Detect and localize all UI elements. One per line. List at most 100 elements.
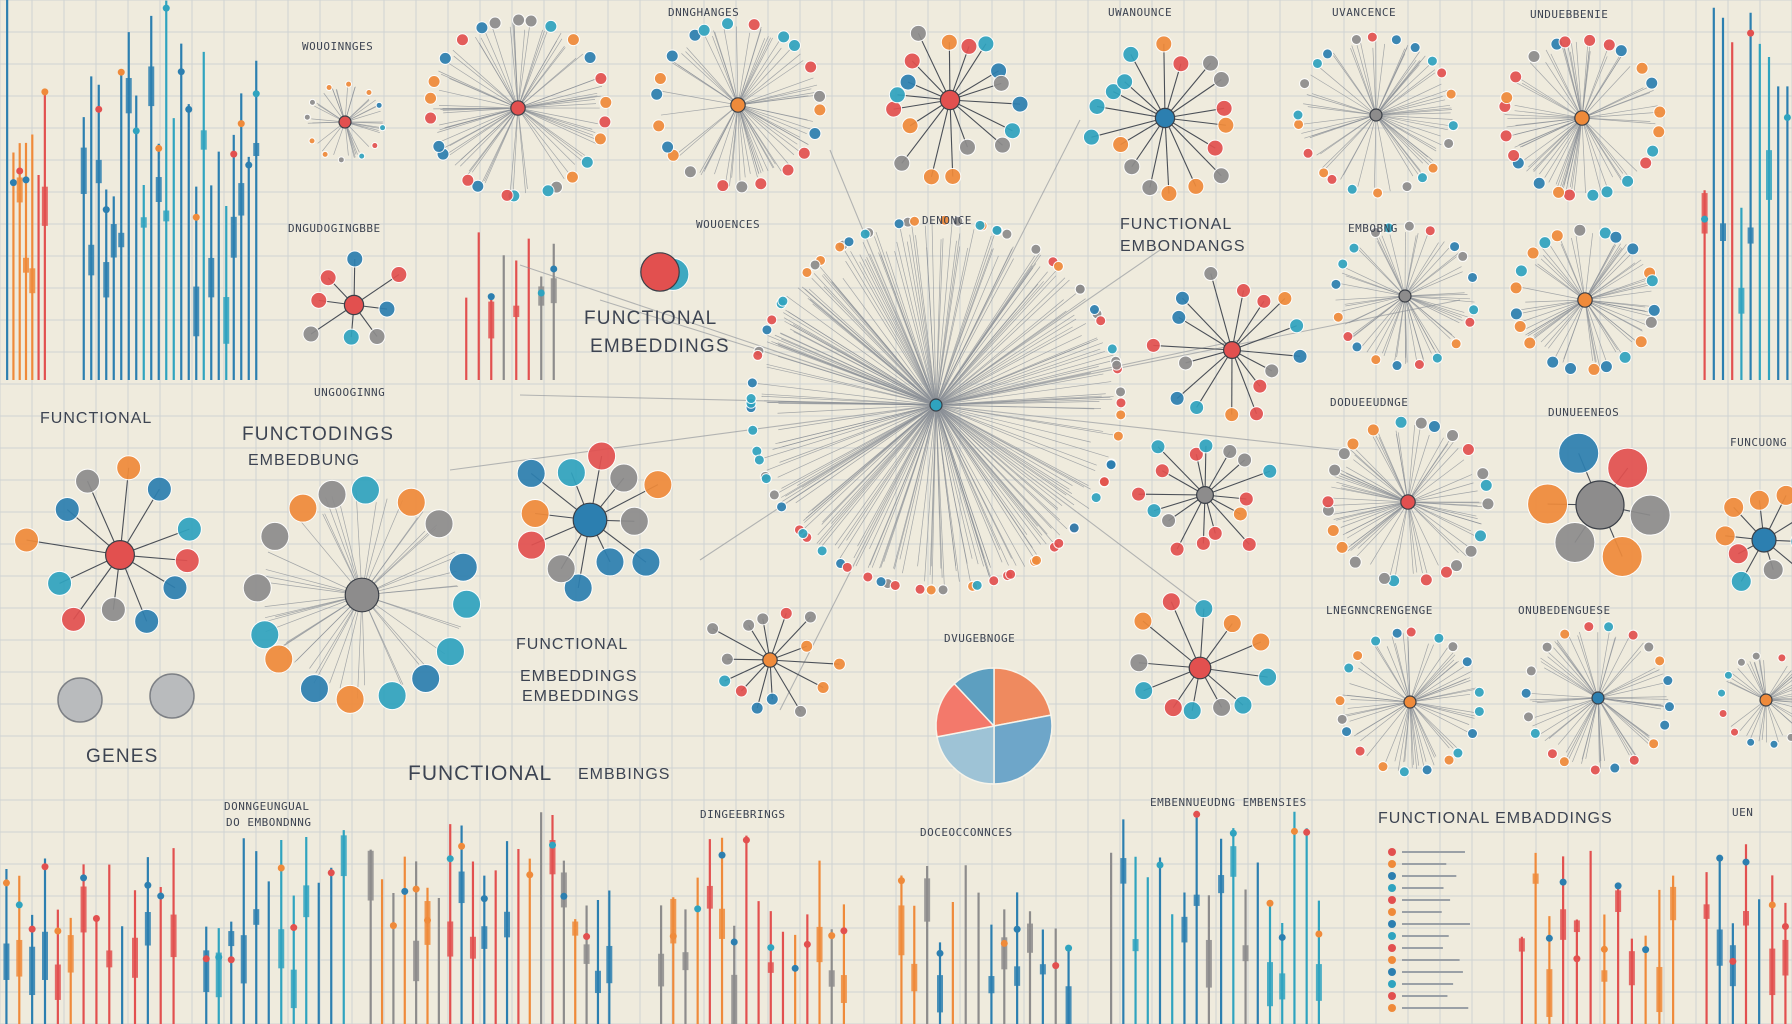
network-node xyxy=(1262,463,1278,479)
spoke-line xyxy=(797,287,937,406)
bar-dot xyxy=(718,851,726,859)
spoke-line xyxy=(1303,103,1377,116)
network-node xyxy=(1509,281,1523,295)
bar-dot xyxy=(41,863,49,871)
spoke-line xyxy=(935,404,1073,486)
bar-segment xyxy=(504,911,511,938)
spoke-line xyxy=(449,78,519,109)
connector-line xyxy=(934,339,1241,406)
spoke-line xyxy=(935,293,1077,406)
spoke-line xyxy=(929,404,937,576)
spoke-line xyxy=(1375,44,1409,116)
bar-segment xyxy=(583,944,590,964)
spoke-line xyxy=(1404,295,1442,356)
spoke-line xyxy=(1375,114,1453,120)
spoke-line xyxy=(1514,117,1583,135)
network-node xyxy=(299,674,329,704)
spoke-line xyxy=(1519,299,1586,315)
network-node xyxy=(1467,271,1479,283)
spoke-line xyxy=(761,395,937,406)
legend-dot xyxy=(1388,860,1396,868)
network-node xyxy=(1654,655,1666,667)
network-node xyxy=(1235,283,1251,299)
network-node xyxy=(901,117,919,135)
spoke-line xyxy=(1514,110,1583,119)
spoke-line xyxy=(1407,501,1459,553)
network-node xyxy=(1419,573,1433,587)
network-node xyxy=(893,154,911,172)
spoke-line xyxy=(935,404,985,567)
spoke-line xyxy=(1581,117,1624,174)
spoke-line xyxy=(1765,693,1792,701)
spoke-line xyxy=(1533,299,1586,336)
network-node xyxy=(803,610,817,624)
spoke-line xyxy=(935,354,1114,406)
spoke-line xyxy=(1404,295,1462,318)
label-top-3: UVANCENCE xyxy=(1332,6,1397,19)
bar-segment xyxy=(898,905,905,956)
spoke-line xyxy=(1540,246,1586,301)
spoke-line xyxy=(931,221,937,406)
network-node xyxy=(1751,651,1761,661)
spoke-line xyxy=(935,395,1102,406)
spoke-line xyxy=(1333,475,1409,503)
legend-dot xyxy=(1388,920,1396,928)
bottom-strip-7 xyxy=(1518,850,1677,1024)
spoke-line xyxy=(935,258,1014,406)
gene-bubbles xyxy=(57,673,195,723)
bar-segment xyxy=(367,850,374,901)
spoke-line xyxy=(935,323,1087,406)
spoke-line xyxy=(1343,114,1377,176)
network-node xyxy=(797,146,811,160)
spoke-line xyxy=(917,404,937,567)
network-node xyxy=(1090,492,1102,504)
network-node xyxy=(1461,656,1473,668)
spoke-line xyxy=(355,490,363,596)
network-node xyxy=(937,584,949,596)
spoke-line xyxy=(513,24,519,109)
edge-line xyxy=(769,659,824,688)
label-left-funcodings-1: FUNCTODINGS xyxy=(242,424,395,445)
spoke-line xyxy=(1375,114,1434,161)
label-left-funcodings-2: EMBEDBUNG xyxy=(248,452,361,469)
bottom-strip-4 xyxy=(658,835,848,1024)
spoke-line xyxy=(1584,243,1621,301)
label-right-small-7: UEN xyxy=(1732,806,1754,819)
network-node xyxy=(721,17,735,31)
spoke-line xyxy=(935,372,1091,406)
spoke-line xyxy=(1361,295,1406,347)
label-left-functional: FUNCTIONAL xyxy=(40,410,153,427)
spoke-line xyxy=(737,32,751,106)
hub-node xyxy=(1575,480,1625,530)
spoke-line xyxy=(1565,697,1599,753)
bar-segment xyxy=(140,217,147,228)
bottom-strip-2 xyxy=(202,830,347,1024)
edge-line xyxy=(917,33,951,101)
network-node xyxy=(1427,419,1441,433)
spoke-line xyxy=(935,265,1033,406)
network-node xyxy=(1652,125,1666,139)
network-node xyxy=(1150,439,1166,455)
mid-pin-strip xyxy=(465,232,558,380)
spoke-line xyxy=(778,404,937,431)
spoke-line xyxy=(761,393,937,406)
spoke-line xyxy=(786,295,937,406)
spoke-line xyxy=(935,404,942,569)
spoke-line xyxy=(1394,501,1409,580)
network-node xyxy=(1336,713,1348,725)
network-node xyxy=(1635,61,1649,75)
network-node xyxy=(1352,650,1364,662)
spoke-line xyxy=(1375,114,1431,167)
network-node xyxy=(14,527,40,553)
spoke-line xyxy=(935,404,1089,486)
spoke-line xyxy=(935,404,971,582)
network-node xyxy=(1777,653,1787,663)
network-node xyxy=(1251,632,1271,652)
spoke-line xyxy=(1521,82,1583,119)
spoke-line xyxy=(452,49,519,109)
spoke-line xyxy=(704,104,739,170)
network-node xyxy=(1473,529,1487,543)
network-node xyxy=(1212,697,1232,717)
network-node xyxy=(1163,698,1183,718)
network-node xyxy=(1626,242,1640,256)
